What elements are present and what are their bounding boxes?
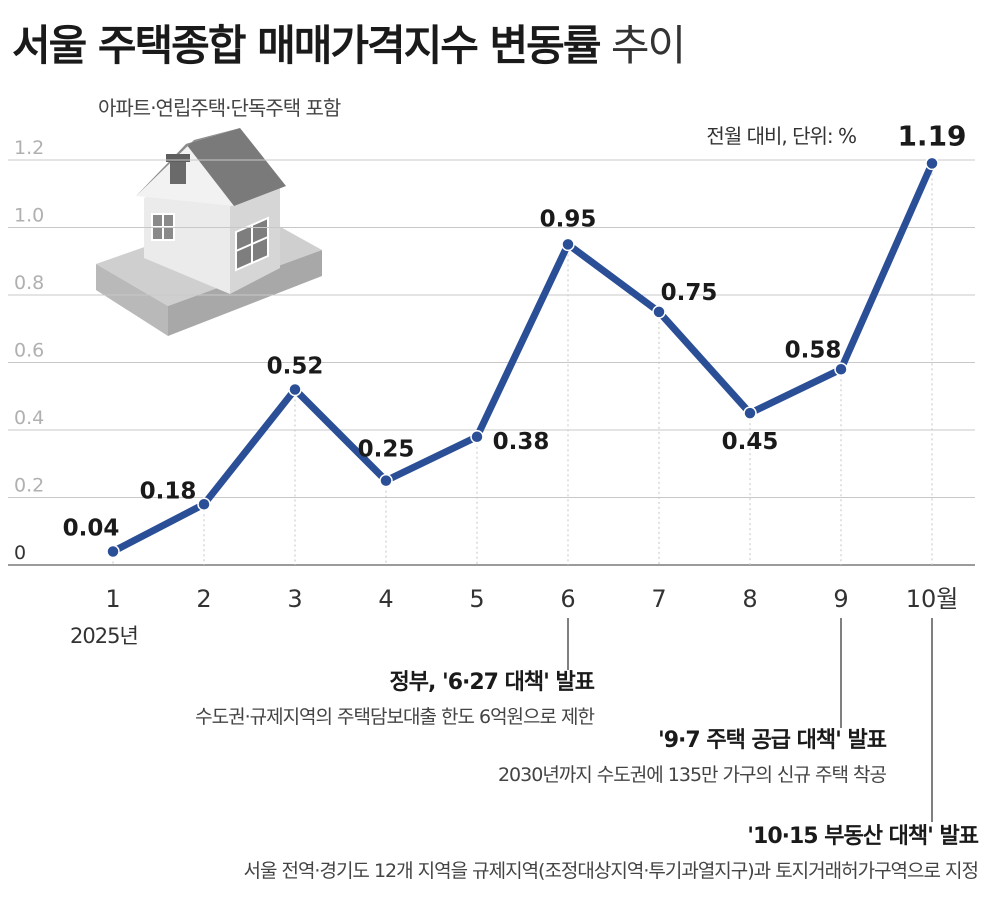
x-axis-year-label: 2025년 — [70, 624, 139, 648]
data-label: 0.45 — [722, 429, 779, 455]
title-suffix: 추이 — [610, 21, 686, 70]
x-tick-label: 4 — [378, 585, 393, 613]
x-tick-label: 10월 — [906, 585, 959, 613]
x-tick-label: 6 — [560, 585, 575, 613]
x-tick-label: 5 — [469, 585, 484, 613]
data-label: 0.38 — [493, 429, 550, 455]
data-label: 0.18 — [140, 478, 197, 504]
annotation-desc: 2030년까지 수도권에 135만 가구의 신규 주택 착공 — [497, 764, 887, 786]
x-tick-label: 7 — [651, 585, 666, 613]
series-line — [106, 156, 939, 559]
y-tick-label: 1.2 — [14, 137, 44, 159]
house-icon — [96, 128, 322, 336]
annotation-desc: 서울 전역·경기도 12개 지역을 규제지역(조정대상지역·투기과열지구)과 토… — [243, 860, 979, 882]
annotation-head: 정부, '6·27 대책' 발표 — [389, 670, 595, 695]
x-tick-label: 9 — [833, 585, 848, 613]
data-point — [288, 382, 302, 397]
grid — [8, 159, 975, 566]
x-axis: 1 2 3 4 5 6 7 8 9 10월 — [105, 585, 958, 613]
unit-label: 전월 대비, 단위: % — [706, 124, 857, 148]
data-point — [379, 473, 393, 488]
y-tick-label: 1.0 — [14, 205, 44, 227]
data-label: 1.19 — [897, 119, 966, 152]
subtitle: 아파트·연립주택·단독주택 포함 — [98, 96, 341, 120]
data-label: 0.95 — [540, 206, 597, 232]
x-tick-label: 2 — [196, 585, 211, 613]
data-label: 0.04 — [63, 516, 120, 542]
data-point — [561, 237, 575, 252]
annotation-october: '10·15 부동산 대책' 발표 서울 전역·경기도 12개 지역을 규제지역… — [243, 818, 979, 883]
y-tick-label: 0.2 — [14, 475, 44, 497]
data-labels: 0.04 0.18 0.52 0.25 0.38 0.95 0.75 0.45 0.58 1.19 — [63, 119, 967, 541]
data-point — [925, 156, 939, 171]
x-tick-label: 3 — [287, 585, 302, 613]
y-tick-label: 0.8 — [14, 272, 44, 294]
annotation-june: 정부, '6·27 대책' 발표 수도권·규제지역의 주택담보대출 한도 6억원… — [195, 664, 595, 729]
data-point — [743, 406, 757, 420]
data-point — [834, 362, 848, 376]
annotation-september: '9·7 주택 공급 대책' 발표 2030년까지 수도권에 135만 가구의 … — [497, 722, 887, 787]
y-tick-label: 0.4 — [14, 407, 44, 429]
annotation-head: '10·15 부동산 대책' 발표 — [747, 824, 979, 849]
annotation-desc: 수도권·규제지역의 주택담보대출 한도 6억원으로 제한 — [195, 706, 595, 728]
y-axis: 0 0.2 0.4 0.6 0.8 1.0 1.2 — [14, 137, 44, 564]
data-label: 0.25 — [358, 437, 415, 463]
x-tick-label: 8 — [742, 585, 757, 613]
y-tick-label: 0 — [14, 542, 26, 564]
data-label: 0.52 — [267, 354, 324, 380]
x-tick-label: 1 — [105, 585, 120, 613]
data-point — [652, 305, 666, 319]
data-point — [106, 544, 120, 559]
data-point — [197, 497, 211, 511]
data-point — [470, 430, 484, 444]
series-polyline — [109, 159, 936, 555]
y-tick-label: 0.6 — [14, 340, 44, 362]
annotation-head: '9·7 주택 공급 대책' 발표 — [657, 728, 887, 753]
data-label: 0.75 — [661, 280, 718, 306]
data-label: 0.58 — [785, 337, 842, 363]
page-title: 서울 주택종합 매매가격지수 변동률 추이 — [12, 12, 686, 73]
title-main: 서울 주택종합 매매가격지수 변동률 — [12, 21, 601, 70]
guide-lines — [112, 163, 933, 822]
